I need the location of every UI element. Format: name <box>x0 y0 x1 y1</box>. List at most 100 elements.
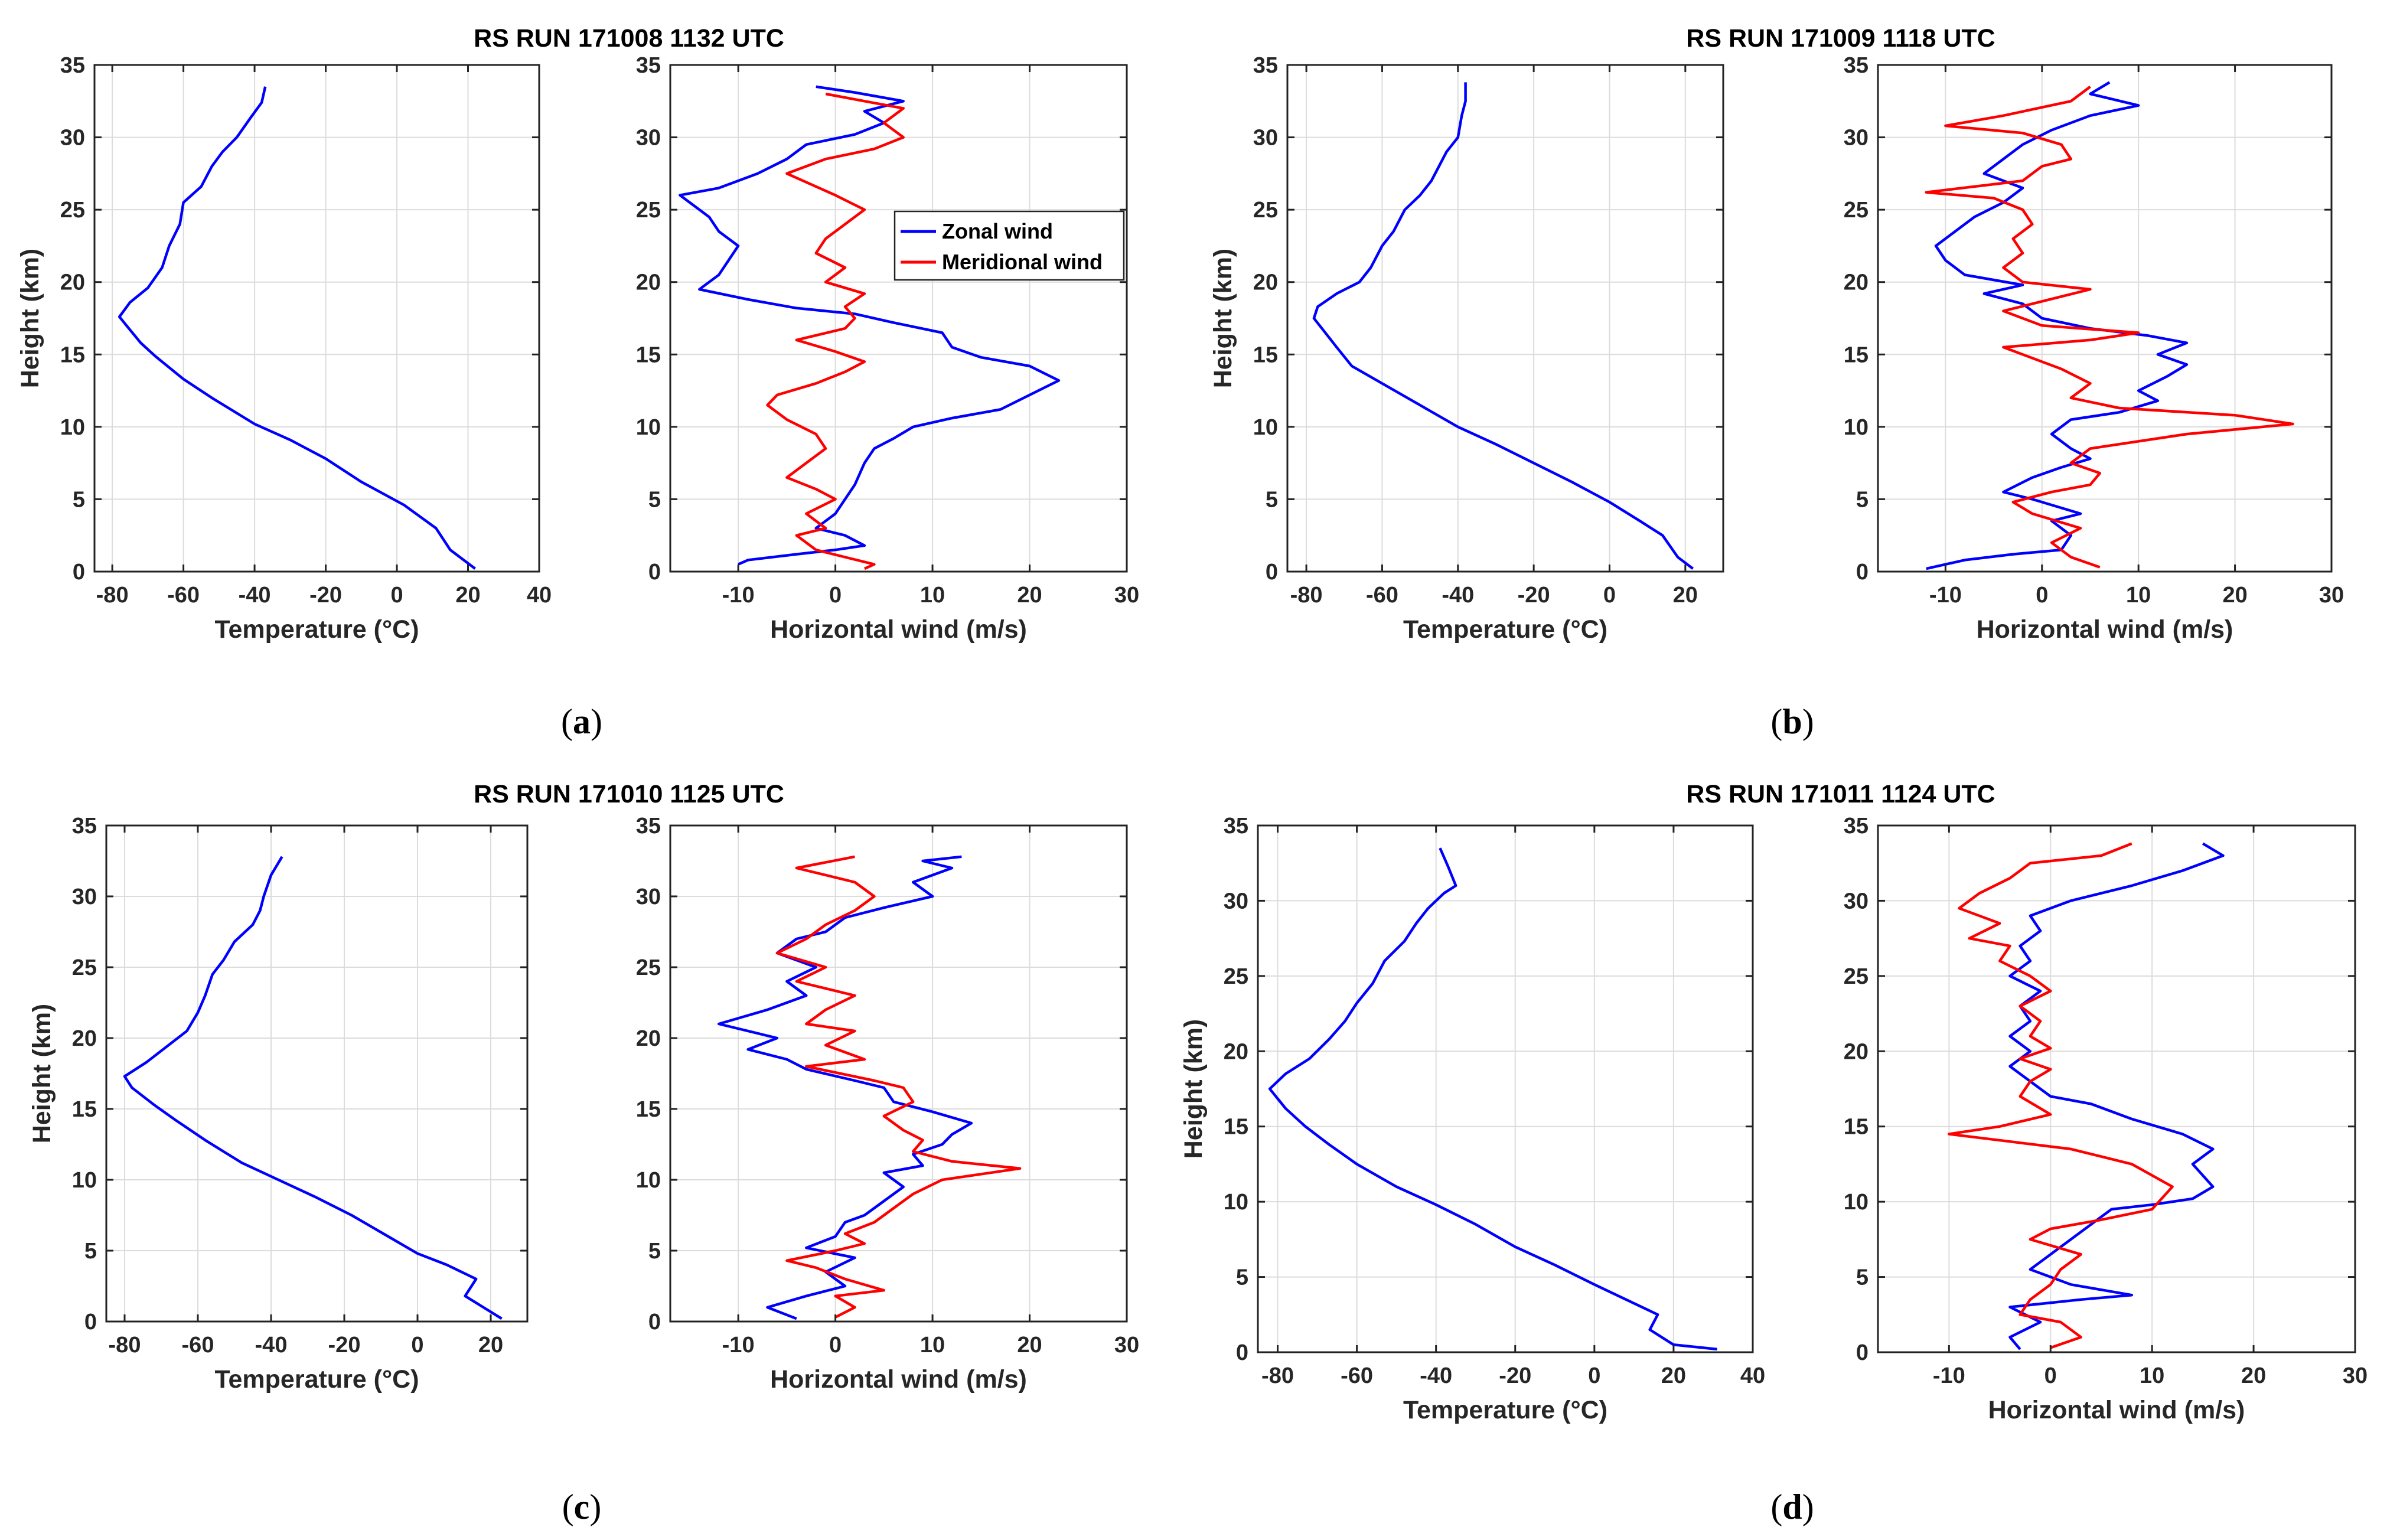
a-temp-ytick-label: 30 <box>60 126 85 151</box>
c-wind-meridional-wind-line <box>775 855 1022 1319</box>
b-wind-ytick-label: 15 <box>1844 342 1868 367</box>
group-title-d: RS RUN 171011 1124 UTC <box>1686 780 1995 808</box>
d-wind-ytick-label: 10 <box>1844 1190 1868 1215</box>
a-wind-ytick-label: 35 <box>636 53 661 78</box>
a-temp-ytick-label: 0 <box>73 560 85 585</box>
c-wind-zonal-wind-line <box>717 855 973 1320</box>
d-temp-ytick-label: 35 <box>1224 814 1248 838</box>
panel-label-a: (a) <box>561 702 602 741</box>
b-wind-xlabel: Horizontal wind (m/s) <box>1977 615 2233 644</box>
a-temp-xtick-label: -20 <box>309 583 342 608</box>
b-wind-ytick-label: 0 <box>1856 560 1868 585</box>
c-temp-ytick-label: 5 <box>84 1239 97 1264</box>
b-temp-ytick-label: 0 <box>1266 560 1278 585</box>
c-temp-ytick-label: 15 <box>72 1097 97 1122</box>
a-temp-ytick-label: 20 <box>60 270 85 295</box>
d-temp-axes-frame <box>1257 824 1754 1353</box>
b-wind-meridional-wind-line <box>1925 85 2294 569</box>
c-temp-ytick-label: 0 <box>84 1310 97 1335</box>
d-temp-ytick-label: 25 <box>1224 964 1248 989</box>
b-wind-ytick-label: 30 <box>1844 126 1868 151</box>
d-temp-ytick-label: 10 <box>1224 1190 1248 1215</box>
c-wind-ytick-label: 25 <box>636 955 661 980</box>
b-wind-ytick-label: 10 <box>1844 415 1868 440</box>
c-wind-xtick-label: 10 <box>920 1333 945 1358</box>
a-wind-ytick-label: 25 <box>636 198 661 223</box>
b-wind-axes-frame <box>1877 64 2333 573</box>
d-temp-ytick-label: 15 <box>1224 1115 1248 1140</box>
d-temp-ytick-label: 5 <box>1236 1265 1248 1290</box>
a-temp-xtick-label: -40 <box>239 583 271 608</box>
a-wind-ytick-label: 0 <box>648 560 661 585</box>
b-temp-xtick-label: -40 <box>1442 583 1474 608</box>
a-temp-ytick-label: 5 <box>73 487 85 512</box>
d-temp-ylabel: Height (km) <box>1179 1019 1208 1159</box>
d-temp-xtick-label: -20 <box>1499 1363 1531 1388</box>
a-temp-ytick-label: 25 <box>60 198 85 223</box>
c-temp-ytick-label: 30 <box>72 885 97 909</box>
group-title-c: RS RUN 171010 1125 UTC <box>474 780 784 808</box>
c-temp-ytick-label: 35 <box>72 814 97 838</box>
plots-layer: -80 -60 -40 -20 0 20 40 0 5 10 15 20 25 30 35 Temperatu… <box>16 53 2368 1424</box>
b-wind-ytick-label: 35 <box>1844 53 1868 78</box>
c-wind-xtick-label: -10 <box>722 1333 755 1358</box>
d-temp-xtick-label: 20 <box>1661 1363 1686 1388</box>
b-wind-ytick-label: 25 <box>1844 198 1868 223</box>
a-wind-meridional-wind-line <box>766 92 905 570</box>
b-temp-xtick-label: -20 <box>1518 583 1550 608</box>
b-temp-axes-frame <box>1286 64 1724 573</box>
b-temp-ylabel: Height (km) <box>1209 249 1237 389</box>
b-temp-ytick-label: 30 <box>1253 126 1278 151</box>
d-temp-xtick-label: -40 <box>1420 1363 1452 1388</box>
a-temp-xtick-label: -60 <box>167 583 200 608</box>
c-wind-ytick-label: 0 <box>648 1310 661 1335</box>
b-temp-xtick-label: 0 <box>1603 583 1616 608</box>
a-wind-xtick-label: 20 <box>1017 583 1042 608</box>
d-wind-ytick-label: 30 <box>1844 889 1868 913</box>
b-temp-ytick-label: 20 <box>1253 270 1278 295</box>
a-wind-xlabel: Horizontal wind (m/s) <box>770 615 1027 644</box>
group-title-b: RS RUN 171009 1118 UTC <box>1686 24 1995 53</box>
d-temp-ytick-label: 0 <box>1236 1340 1248 1365</box>
b-temp-ytick-label: 5 <box>1266 487 1278 512</box>
a-wind-ytick-label: 15 <box>636 342 661 367</box>
c-temp-ytick-label: 25 <box>72 955 97 980</box>
a-wind-zonal-wind-line <box>679 85 1061 566</box>
c-temp-xtick-label: 20 <box>478 1333 503 1358</box>
c-wind-xlabel: Horizontal wind (m/s) <box>770 1365 1027 1394</box>
a-wind-xtick-label: 30 <box>1114 583 1139 608</box>
panel-label-b: (b) <box>1770 702 1814 741</box>
c-wind-xtick-label: 30 <box>1114 1333 1139 1358</box>
b-temp-ytick-label: 15 <box>1253 342 1278 367</box>
b-wind-xtick-label: 20 <box>2222 583 2247 608</box>
d-wind-ytick-label: 25 <box>1844 964 1868 989</box>
d-temp-xlabel: Temperature (°C) <box>1403 1396 1607 1424</box>
d-wind-xtick-label: 10 <box>2140 1363 2164 1388</box>
d-wind-ytick-label: 15 <box>1844 1115 1868 1140</box>
b-wind-xtick-label: -10 <box>1929 583 1962 608</box>
a-wind-ytick-label: 5 <box>648 487 661 512</box>
b-wind-xtick-label: 30 <box>2319 583 2344 608</box>
c-temp-xtick-label: -60 <box>182 1333 214 1358</box>
a-temp-xtick-label: 0 <box>390 583 403 608</box>
d-temp-xtick-label: 40 <box>1740 1363 1765 1388</box>
c-temp-xtick-label: -80 <box>109 1333 141 1358</box>
c-wind-ytick-label: 30 <box>636 885 661 909</box>
c-temp-ytick-label: 10 <box>72 1168 97 1193</box>
legend-meridional-label: Meridional wind <box>942 250 1103 274</box>
b-temp-temperature-line <box>1312 82 1694 570</box>
c-wind-xtick-label: 20 <box>1017 1333 1042 1358</box>
b-wind-zonal-wind-line <box>1926 81 2189 570</box>
a-temp-ytick-label: 15 <box>60 342 85 367</box>
d-temp-xtick-label: -80 <box>1261 1363 1294 1388</box>
a-temp-temperature-line <box>118 86 476 570</box>
legend-zonal-label: Zonal wind <box>942 219 1053 243</box>
d-wind-xtick-label: 20 <box>2241 1363 2266 1388</box>
b-wind-ytick-label: 5 <box>1856 487 1868 512</box>
a-wind-xtick-label: -10 <box>722 583 755 608</box>
d-wind-axes-frame <box>1877 824 2356 1353</box>
a-wind-axes-frame <box>669 64 1128 573</box>
d-temp-ytick-label: 20 <box>1224 1039 1248 1064</box>
c-wind-ytick-label: 35 <box>636 814 661 838</box>
b-temp-xtick-label: -60 <box>1366 583 1398 608</box>
